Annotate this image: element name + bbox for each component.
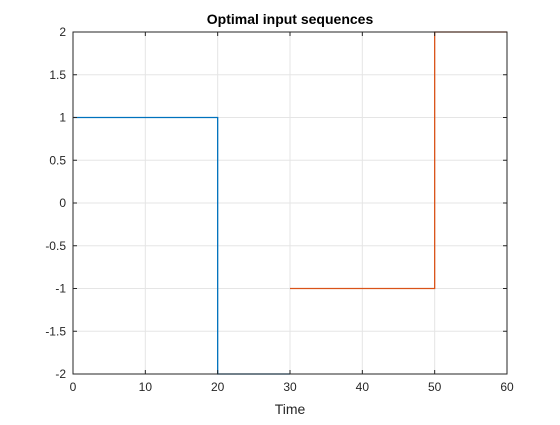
x-axis-label: Time	[275, 401, 306, 417]
x-tick-label: 60	[500, 380, 514, 394]
x-tick-label: 20	[211, 380, 225, 394]
y-tick-label: 1.5	[49, 68, 66, 82]
ticks: 0 10 20 30 40 50 60 -2 -1.5 -1 -0.5 0 0.5 1 1.5 2	[45, 25, 514, 394]
y-tick-label: -1	[55, 282, 66, 296]
y-tick-label: 2	[59, 25, 66, 39]
y-tick-label: -1.5	[45, 324, 66, 338]
y-tick-label: -0.5	[45, 239, 66, 253]
y-tick-label: 1	[59, 111, 66, 125]
y-tick-label: 0.5	[49, 153, 66, 167]
x-tick-label: 50	[428, 380, 442, 394]
x-tick-label: 0	[70, 380, 77, 394]
y-tick-label: -2	[55, 367, 66, 381]
y-tick-label: 0	[59, 196, 66, 210]
chart-title: Optimal input sequences	[207, 11, 374, 27]
x-tick-label: 30	[283, 380, 297, 394]
x-tick-label: 40	[356, 380, 370, 394]
x-tick-label: 10	[139, 380, 153, 394]
